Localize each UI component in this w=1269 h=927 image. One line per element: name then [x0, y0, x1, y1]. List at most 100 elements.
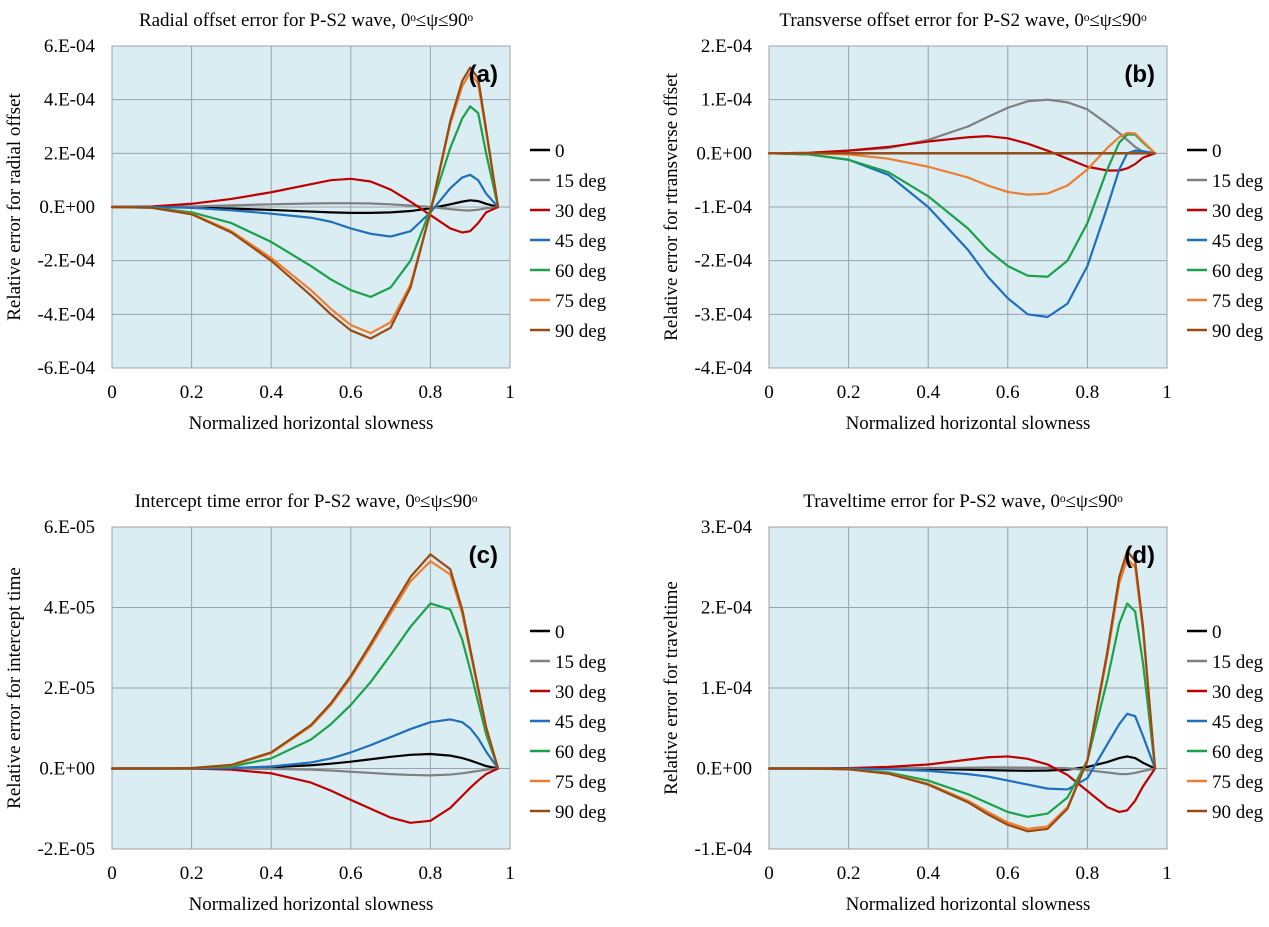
x-tick-label: 1	[505, 863, 515, 884]
series-line-60-deg	[767, 133, 1157, 278]
x-tick-label: 0.8	[1076, 863, 1100, 884]
legend-label-30-deg: 30 deg	[555, 682, 607, 703]
panel-label: (a)	[469, 61, 498, 88]
chart-b-svg: 0 0.2 0.4 0.6 0.8 1 -4.E-04 -3.E-04 -2.E-04 -1.E-…	[661, 10, 1264, 434]
x-tick-label: 0.6	[339, 863, 363, 884]
legend-label-75-deg: 75 deg	[1212, 772, 1264, 793]
x-tick-label: 0.6	[339, 382, 363, 403]
chart-title: Transverse offset error for P-S2 wave, 0…	[779, 10, 1147, 31]
y-tick-label: 0.E+00	[696, 759, 752, 780]
panel-label: (d)	[1124, 542, 1155, 569]
legend-label-60-deg: 60 deg	[1212, 742, 1264, 763]
x-tick-label: 0.2	[837, 382, 861, 403]
y-axis-label: Relative error for intercept time	[4, 567, 25, 809]
legend-label-0: 0	[1212, 141, 1222, 162]
series-line-45-deg	[110, 718, 500, 770]
y-tick-label: 1.E-04	[701, 90, 753, 111]
legend-label-75-deg: 75 deg	[555, 772, 607, 793]
legend: 0 15 deg 30 deg 45 deg 60 deg 75 deg 90 deg	[530, 141, 607, 342]
legend-label-60-deg: 60 deg	[555, 742, 607, 763]
x-tick-label: 0.6	[996, 863, 1020, 884]
y-tick-label: 4.E-04	[44, 90, 96, 111]
y-tick-label: 0.E+00	[39, 759, 95, 780]
series-line-90-deg	[110, 553, 500, 770]
series-line-30-deg	[767, 135, 1157, 172]
x-tick-label: 0.4	[916, 382, 940, 403]
legend-label-60-deg: 60 deg	[1212, 261, 1264, 282]
legend-label-90-deg: 90 deg	[1212, 321, 1264, 342]
y-axis-label: Relative error for traveltime	[661, 581, 682, 795]
y-tick-label: 0.E+00	[696, 143, 752, 164]
legend: 0 15 deg 30 deg 45 deg 60 deg 75 deg 90 deg	[530, 622, 607, 823]
y-tick-label: -4.E-04	[694, 358, 752, 379]
series-line-15-deg	[110, 202, 500, 212]
legend-label-45-deg: 45 deg	[1212, 231, 1264, 252]
series-line-75-deg	[767, 131, 1157, 196]
x-axis-label: Normalized horizontal slowness	[189, 413, 434, 434]
series-line-60-deg	[110, 105, 500, 298]
y-tick-label: 6.E-05	[44, 517, 95, 538]
x-axis-label: Normalized horizontal slowness	[189, 894, 434, 915]
y-tick-label: 4.E-05	[44, 598, 95, 619]
series-line-30-deg	[110, 177, 500, 234]
chart-c-svg: 0 0.2 0.4 0.6 0.8 1 -2.E-05 0.E+00 2.E-05 4.E-05 6…	[4, 491, 607, 915]
series-line-30-deg	[767, 755, 1157, 814]
plot-frame	[111, 526, 511, 850]
y-tick-label: -6.E-04	[37, 358, 95, 379]
y-tick-label: 1.E-04	[701, 678, 753, 699]
chart-title: Intercept time error for P-S2 wave, 0ᵒ≤ψ…	[135, 491, 478, 512]
legend-label-45-deg: 45 deg	[555, 231, 607, 252]
legend-label-0: 0	[555, 141, 565, 162]
x-tick-label: 0.8	[419, 863, 443, 884]
panel-a-radial-offset-chart: 0 0.2 0.4 0.6 0.8 1 -6.E-04 -4.E-04 -2.E-04 0.E+0…	[0, 0, 612, 446]
y-tick-label: -3.E-04	[694, 304, 752, 325]
chart-d-svg: 0 0.2 0.4 0.6 0.8 1 -1.E-04 0.E+00 1.E-04 2.E-04 3…	[661, 491, 1264, 915]
y-tick-label: -4.E-04	[37, 304, 95, 325]
legend-label-60-deg: 60 deg	[555, 261, 607, 282]
chart-title: Traveltime error for P-S2 wave, 0ᵒ≤ψ≤90ᵒ	[803, 491, 1123, 512]
panel-d-traveltime-chart: 0 0.2 0.4 0.6 0.8 1 -1.E-04 0.E+00 1.E-04 2.E-04 3…	[657, 481, 1269, 927]
x-axis-label: Normalized horizontal slowness	[846, 413, 1091, 434]
y-tick-label: 3.E-04	[701, 517, 753, 538]
legend-label-0: 0	[555, 622, 565, 643]
x-tick-label: 0	[107, 863, 117, 884]
legend-label-90-deg: 90 deg	[1212, 802, 1264, 823]
legend-label-90-deg: 90 deg	[555, 321, 607, 342]
legend-label-0: 0	[1212, 622, 1222, 643]
y-tick-label: -1.E-04	[694, 197, 752, 218]
legend-label-30-deg: 30 deg	[1212, 682, 1264, 703]
legend-label-30-deg: 30 deg	[555, 201, 607, 222]
legend-label-75-deg: 75 deg	[1212, 291, 1264, 312]
x-tick-label: 0.8	[419, 382, 443, 403]
series-line-0	[110, 199, 500, 214]
legend-label-30-deg: 30 deg	[1212, 201, 1264, 222]
y-tick-label: 2.E-05	[44, 678, 95, 699]
panel-label: (b)	[1124, 61, 1155, 88]
series-line-30-deg	[110, 767, 500, 824]
x-tick-label: 0.4	[259, 382, 283, 403]
x-tick-label: 0.2	[180, 863, 204, 884]
y-tick-label: 2.E-04	[44, 143, 96, 164]
y-tick-label: -2.E-04	[37, 251, 95, 272]
y-tick-label: -1.E-04	[694, 839, 752, 860]
series-line-45-deg	[110, 173, 500, 238]
y-tick-label: 2.E-04	[701, 36, 753, 57]
legend-label-90-deg: 90 deg	[555, 802, 607, 823]
y-tick-label: 6.E-04	[44, 36, 96, 57]
x-tick-label: 0.6	[996, 382, 1020, 403]
legend-label-75-deg: 75 deg	[555, 291, 607, 312]
plot-frame	[768, 45, 1168, 369]
series-line-90-deg	[767, 550, 1157, 833]
y-tick-label: 0.E+00	[39, 197, 95, 218]
x-tick-label: 1	[1162, 382, 1172, 403]
legend: 0 15 deg 30 deg 45 deg 60 deg 75 deg 90 deg	[1187, 622, 1264, 823]
x-axis-label: Normalized horizontal slowness	[846, 894, 1091, 915]
chart-a-svg: 0 0.2 0.4 0.6 0.8 1 -6.E-04 -4.E-04 -2.E-04 0.E+0…	[4, 10, 607, 434]
plot-frame	[768, 526, 1168, 850]
x-tick-label: 0	[764, 382, 774, 403]
y-tick-label: -2.E-04	[694, 251, 752, 272]
x-tick-label: 0.8	[1076, 382, 1100, 403]
legend-label-15-deg: 15 deg	[1212, 652, 1264, 673]
panel-c-intercept-time-chart: 0 0.2 0.4 0.6 0.8 1 -2.E-05 0.E+00 2.E-05 4.E-05 6…	[0, 481, 612, 927]
